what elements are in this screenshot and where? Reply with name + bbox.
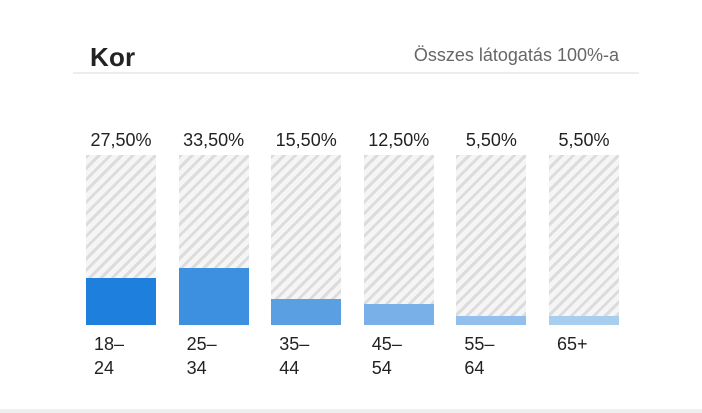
bar-track-5 xyxy=(549,155,619,325)
bar-track-3 xyxy=(363,155,434,325)
header-divider xyxy=(73,72,639,74)
category-label-0: 18–24 xyxy=(94,334,125,378)
bar-track-2 xyxy=(271,155,342,325)
category-label-1: 25–34 xyxy=(186,334,217,378)
bar-track-4 xyxy=(456,155,527,325)
bar-track-1 xyxy=(178,155,249,325)
value-label-2: 15,50% xyxy=(275,130,337,150)
category-label-4: 55–64 xyxy=(464,334,495,378)
bar-2[interactable] xyxy=(271,299,342,325)
value-label-1: 33,50% xyxy=(183,130,245,150)
bar-0[interactable] xyxy=(86,278,156,325)
bottom-divider xyxy=(0,409,702,413)
bar-5[interactable] xyxy=(549,316,619,325)
bar-4[interactable] xyxy=(456,316,527,325)
card-title: Kor xyxy=(90,42,136,72)
category-label-2: 35–44 xyxy=(279,334,310,378)
card-subtitle: Összes látogatás 100%-a xyxy=(413,45,619,65)
bar-3[interactable] xyxy=(363,304,434,325)
value-label-3: 12,50% xyxy=(368,130,430,150)
category-label-3: 45–54 xyxy=(371,334,402,378)
age-bar-chart: 27,50% 18–24 33,50% 25–34 15,50% 35–44 12,50% 4… xyxy=(73,30,639,400)
category-label-5: 65+ xyxy=(557,334,588,354)
value-label-4: 5,50% xyxy=(465,130,517,150)
bar-track-0 xyxy=(86,155,156,325)
value-label-5: 5,50% xyxy=(558,130,610,150)
bar-1[interactable] xyxy=(178,268,249,325)
value-label-0: 27,50% xyxy=(90,130,152,150)
age-card: Kor Összes látogatás 100%-a 27,50% 18–24 3… xyxy=(73,30,639,400)
